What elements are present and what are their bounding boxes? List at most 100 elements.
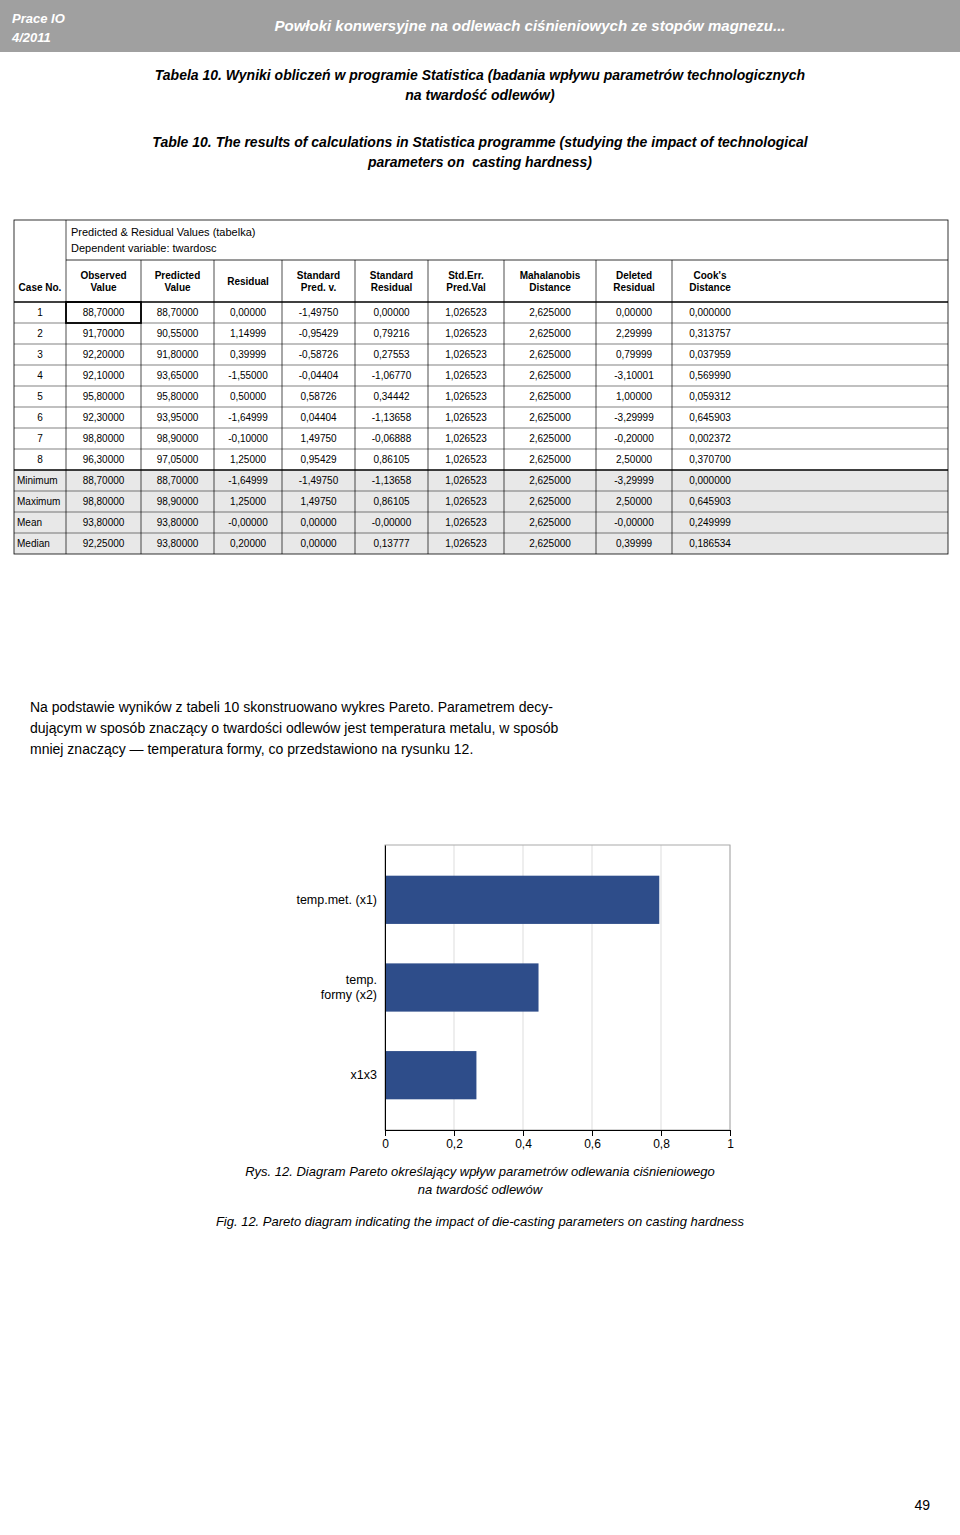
table-cell: -1,06770 bbox=[372, 370, 412, 381]
table-cell: 0,000000 bbox=[689, 307, 731, 318]
table-cell: -0,00000 bbox=[614, 517, 654, 528]
column-header-line: Standard bbox=[297, 270, 340, 281]
column-header-line: Pred. v. bbox=[301, 282, 337, 293]
table-cell-line: 2,625000 bbox=[529, 391, 571, 402]
header-right: Powłoki konwersyjne na odlewach ciśnieni… bbox=[275, 17, 786, 34]
table-cell-line: -1,13658 bbox=[372, 412, 412, 423]
table-cell-line: -0,00000 bbox=[372, 517, 412, 528]
table-cell: 8 bbox=[37, 454, 43, 465]
header-left-line: Prace IO bbox=[12, 11, 65, 26]
x-tick: 0 bbox=[382, 1130, 389, 1151]
table-cell-line: 3 bbox=[37, 349, 43, 360]
column-header: ObservedValue bbox=[80, 270, 126, 293]
x-tick-mark bbox=[454, 1130, 455, 1136]
table-cell: 2,625000 bbox=[529, 475, 571, 486]
x-tick-mark bbox=[661, 1130, 662, 1136]
table-cell-line: 0,313757 bbox=[689, 328, 731, 339]
table-cell: -3,29999 bbox=[614, 412, 654, 423]
column-header-line: Residual bbox=[227, 276, 269, 287]
table-cell: 0,95429 bbox=[300, 454, 337, 465]
table-cell-line: 0,27553 bbox=[373, 349, 410, 360]
table-cell-line: 0,13777 bbox=[373, 538, 410, 549]
value-axis-line bbox=[386, 1131, 731, 1137]
y-tick-label-line: temp.met. (x1) bbox=[296, 893, 377, 907]
table-cell-line: 88,70000 bbox=[157, 307, 199, 318]
table-cell-line: 0,39999 bbox=[616, 538, 653, 549]
table-cell: -0,58726 bbox=[299, 349, 339, 360]
table-cell-line: 2,625000 bbox=[529, 496, 571, 507]
table-row-line bbox=[14, 469, 948, 470]
y-tick: temp.formy (x2) bbox=[321, 973, 385, 1002]
column-header-line: Std.Err. bbox=[448, 270, 484, 281]
table-cell-line: 92,25000 bbox=[83, 538, 125, 549]
column-header-line: Residual bbox=[613, 282, 655, 293]
table-cell-line: -1,06770 bbox=[372, 370, 412, 381]
table-row-line bbox=[14, 344, 948, 345]
paragraph: Na podstawie wyników z tabeli 10 skonstr… bbox=[30, 699, 559, 757]
table-cell-line: 0,037959 bbox=[689, 349, 731, 360]
table-cell-line: 0,95429 bbox=[300, 454, 337, 465]
table-title: Table 10. The results of calculations in… bbox=[152, 134, 808, 170]
grid-line bbox=[661, 845, 662, 1130]
x-tick-label: 0,4 bbox=[515, 1137, 532, 1151]
figure-caption-line: Rys. 12. Diagram Pareto określający wpły… bbox=[245, 1164, 715, 1179]
table-cell: 0,00000 bbox=[300, 538, 337, 549]
column-header: StandardResidual bbox=[370, 270, 413, 293]
table-cell: -3,29999 bbox=[614, 475, 654, 486]
header-right-line: Powłoki konwersyjne na odlewach ciśnieni… bbox=[275, 17, 786, 34]
table-cell: -1,55000 bbox=[228, 370, 268, 381]
table-cell-line: 2,625000 bbox=[529, 328, 571, 339]
table-cell: 0,86105 bbox=[373, 454, 410, 465]
table-cell: 2,625000 bbox=[529, 391, 571, 402]
table-cell: 1,026523 bbox=[445, 454, 487, 465]
table-cell-line: 2,50000 bbox=[616, 454, 653, 465]
table-cell-line: 0,000000 bbox=[689, 475, 731, 486]
table-cell-line: 0,58726 bbox=[300, 391, 337, 402]
table-cell: Maximum bbox=[17, 496, 60, 507]
table-cell-line: 1,026523 bbox=[445, 370, 487, 381]
table-cell-line: 91,70000 bbox=[83, 328, 125, 339]
table-cell-line: 0,186534 bbox=[689, 538, 731, 549]
table-cell-line: 96,30000 bbox=[83, 454, 125, 465]
table-cell-line: 2,625000 bbox=[529, 412, 571, 423]
table-cell-line: 8 bbox=[37, 454, 43, 465]
column-header-line: Observed bbox=[80, 270, 126, 281]
table-cell-line: -1,13658 bbox=[372, 475, 412, 486]
table-cell-line: 1,026523 bbox=[445, 307, 487, 318]
table-cell: 2,625000 bbox=[529, 517, 571, 528]
table-row-line bbox=[14, 512, 948, 513]
table-cell-line: 1,026523 bbox=[445, 391, 487, 402]
table-cell: 98,80000 bbox=[83, 496, 125, 507]
grid bbox=[385, 845, 730, 1130]
x-tick: 1 bbox=[727, 1130, 734, 1151]
table-cell-line: 93,80000 bbox=[83, 517, 125, 528]
table-cell-line: 1,026523 bbox=[445, 496, 487, 507]
table-cell-line: 1,026523 bbox=[445, 475, 487, 486]
table-row-line bbox=[14, 491, 948, 492]
table-cell-line: 0,000000 bbox=[689, 307, 731, 318]
x-tick-mark bbox=[592, 1130, 593, 1136]
table-title-line: na twardość odlewów) bbox=[405, 87, 555, 103]
value-axis: 00,20,40,60,81 bbox=[382, 1130, 734, 1151]
table-cell: 0,20000 bbox=[230, 538, 267, 549]
table-row-line bbox=[14, 533, 948, 534]
table-cell: 97,05000 bbox=[157, 454, 199, 465]
column-header-line: Distance bbox=[689, 282, 731, 293]
table-cell-line: 92,20000 bbox=[83, 349, 125, 360]
table-title: Tabela 10. Wyniki obliczeń w programie S… bbox=[155, 67, 805, 103]
table-cell: Mean bbox=[17, 517, 42, 528]
table-cell-line: 2,625000 bbox=[529, 475, 571, 486]
table-cell-line: 0,059312 bbox=[689, 391, 731, 402]
table-cell-line: 0,249999 bbox=[689, 517, 731, 528]
table-cell: 93,80000 bbox=[157, 538, 199, 549]
table-cell: 93,80000 bbox=[83, 517, 125, 528]
table-cell: 0,059312 bbox=[689, 391, 731, 402]
highlight-cell bbox=[66, 302, 141, 323]
bars bbox=[385, 876, 659, 1100]
table-cell: 1,026523 bbox=[445, 328, 487, 339]
x-tick-label: 0 bbox=[382, 1137, 389, 1151]
table-cell-line: -0,06888 bbox=[372, 433, 412, 444]
table-cell: 88,70000 bbox=[83, 475, 125, 486]
table-cell-line: 1,026523 bbox=[445, 328, 487, 339]
table-cell-line: 0,50000 bbox=[230, 391, 267, 402]
